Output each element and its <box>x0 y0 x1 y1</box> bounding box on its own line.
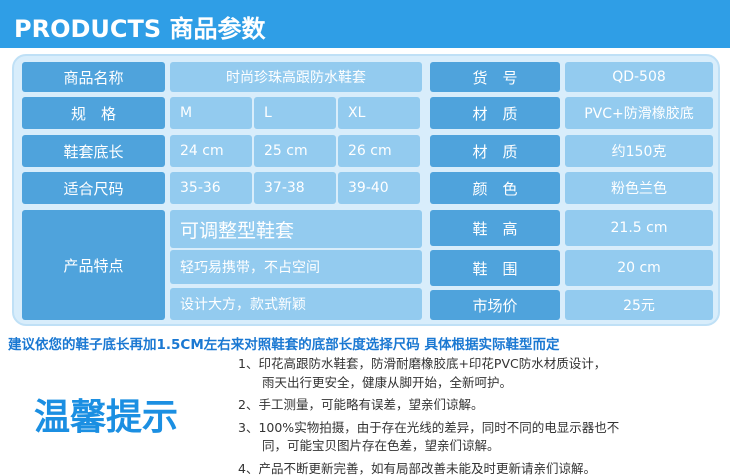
feature-item: 设计大方，款式新颖 <box>170 288 422 320</box>
row-value: L <box>254 97 336 129</box>
tip-item: 2、手工测量，可能略有误差，望亲们谅解。 <box>238 396 619 415</box>
tip-line: 4、产品不断更新完善，如有局部改善未能及时更新请亲们谅解。 <box>238 460 596 475</box>
row-label: 适合尺码 <box>22 172 165 204</box>
spec-label: 市场价 <box>430 290 560 320</box>
tip-line: 同，可能宝贝图片存在色差，望亲们谅解。 <box>262 438 500 453</box>
row-value: M <box>170 97 252 129</box>
tip-line: 1、印花高跟防水鞋套，防滑耐磨橡胶底+印花PVC防水材质设计， <box>238 356 607 371</box>
spec-label: 鞋 围 <box>430 250 560 286</box>
row-value: PVC+防滑橡胶底 <box>565 97 713 129</box>
feature-label: 产品特点 <box>22 210 165 320</box>
feature-item: 可调整型鞋套 <box>170 210 422 248</box>
spec-value: 21.5 cm <box>565 210 713 246</box>
tip-line: 2、手工测量，可能略有误差，望亲们谅解。 <box>238 397 484 412</box>
row-value: 24 cm <box>170 135 252 167</box>
row-value: 约150克 <box>565 135 713 167</box>
feature-item: 轻巧易携带，不占空间 <box>170 250 422 284</box>
banner: PRODUCTS 商品参数 <box>0 0 730 48</box>
row-label: 材 质 <box>430 135 560 167</box>
tip-item: 4、产品不断更新完善，如有局部改善未能及时更新请亲们谅解。 <box>238 460 619 475</box>
tips-list: 1、印花高跟防水鞋套，防滑耐磨橡胶底+印花PVC防水材质设计， 雨天出行更安全，健… <box>238 355 619 475</box>
row-value: 37-38 <box>254 172 336 204</box>
row-value: QD-508 <box>565 62 713 92</box>
tips-title: 温馨提示 <box>34 397 179 438</box>
spec-value: 25元 <box>565 290 713 320</box>
banner-title: PRODUCTS 商品参数 <box>14 15 266 43</box>
row-value: XL <box>338 97 420 129</box>
tip-line: 雨天出行更安全，健康从脚开始，全新呵护。 <box>262 374 513 390</box>
spec-value: 20 cm <box>565 250 713 286</box>
row-label: 规 格 <box>22 97 165 129</box>
tip-item: 1、印花高跟防水鞋套，防滑耐磨橡胶底+印花PVC防水材质设计， 雨天出行更安全，健… <box>238 355 619 392</box>
row-value: 25 cm <box>254 135 336 167</box>
row-label: 颜 色 <box>430 172 560 204</box>
row-label: 商品名称 <box>22 62 165 92</box>
row-value: 39-40 <box>338 172 420 204</box>
row-value: 时尚珍珠高跟防水鞋套 <box>170 62 422 92</box>
notice: 建议依您的鞋子底长再加1.5CM左右来对照鞋套的底部长度选择尺码 具体根据实际鞋… <box>8 337 560 353</box>
row-value: 26 cm <box>338 135 420 167</box>
tip-item: 3、100%实物拍摄，由于存在光线的差异，同时不同的电显示器也不同，可能宝贝图片… <box>238 419 619 456</box>
tip-line: 3、100%实物拍摄，由于存在光线的差异，同时不同的电显示器也不 <box>238 419 620 435</box>
row-label: 材 质 <box>430 97 560 129</box>
row-value: 35-36 <box>170 172 252 204</box>
spec-label: 鞋 高 <box>430 210 560 246</box>
row-label: 货 号 <box>430 62 560 92</box>
row-value: 粉色兰色 <box>565 172 713 204</box>
row-label: 鞋套底长 <box>22 135 165 167</box>
